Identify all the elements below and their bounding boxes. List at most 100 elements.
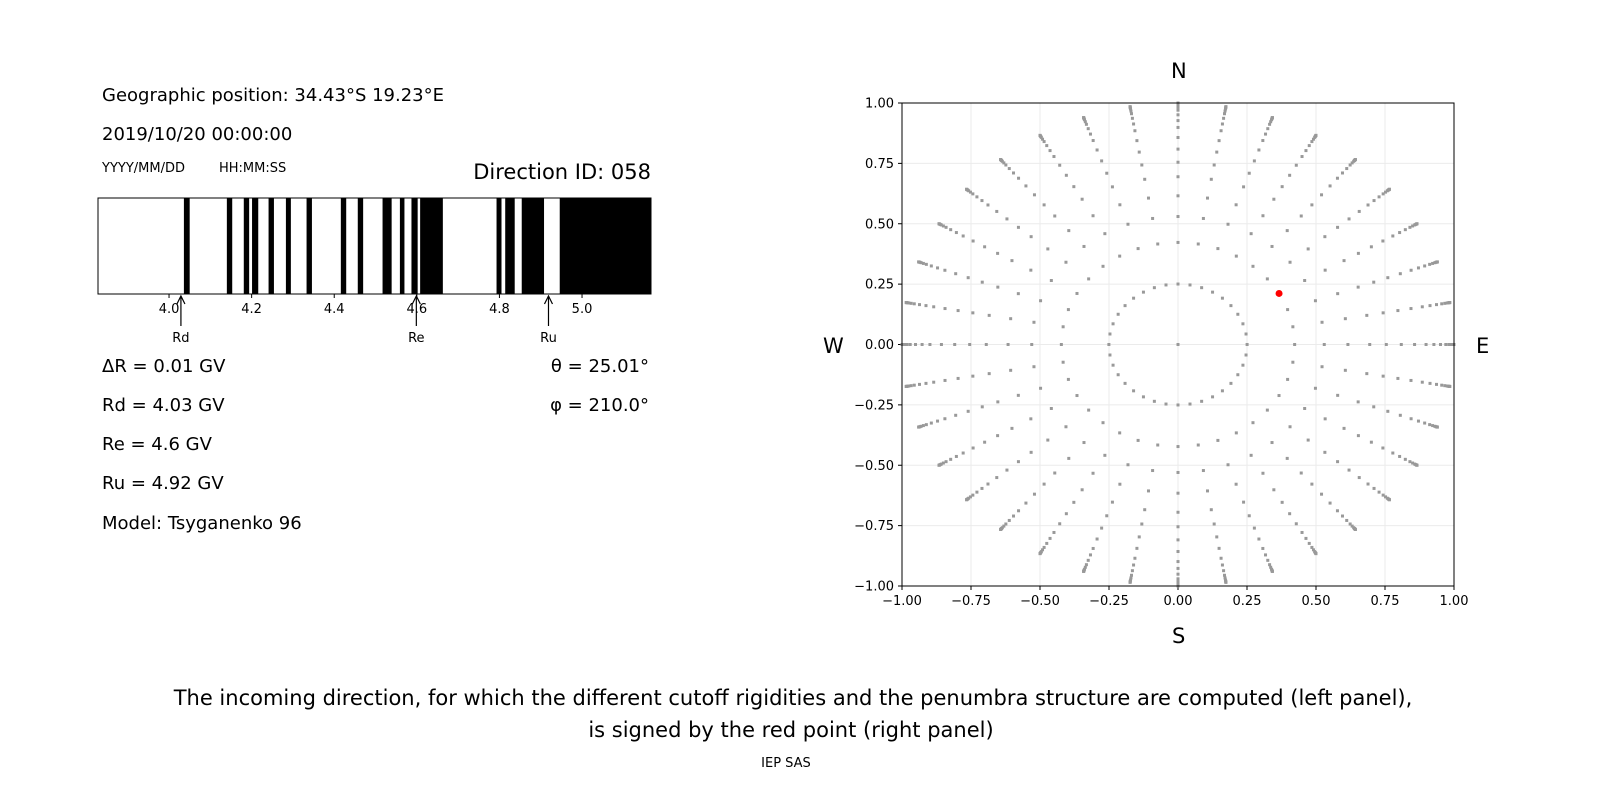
grid-point (1111, 363, 1115, 367)
grid-point (1118, 431, 1122, 435)
grid-point (996, 285, 1000, 289)
caption-line-1: The incoming direction, for which the di… (173, 686, 1413, 710)
grid-point (1129, 576, 1133, 580)
grid-point (1320, 193, 1324, 197)
grid-point (1381, 446, 1385, 450)
grid-point (954, 272, 958, 276)
grid-point (1088, 553, 1092, 557)
grid-point (1080, 488, 1084, 492)
grid-point (905, 343, 909, 346)
grid-point (1176, 580, 1180, 584)
grid-point (1264, 132, 1268, 136)
grid-point (1411, 224, 1415, 228)
grid-point (1046, 247, 1050, 251)
grid-point (1311, 548, 1315, 552)
grid-point (1143, 177, 1147, 181)
grid-point (1005, 217, 1009, 221)
grid-point (928, 343, 932, 346)
grid-point (1072, 500, 1076, 504)
grid-point (1415, 463, 1419, 467)
grid-point (1082, 441, 1086, 445)
grid-point (1236, 373, 1240, 377)
grid-point (1294, 163, 1298, 167)
grid-point (1268, 563, 1272, 567)
grid-point (1029, 417, 1033, 421)
grid-point (1118, 482, 1122, 486)
grid-point (1403, 228, 1407, 232)
grid-point (1386, 276, 1390, 280)
grid-point (1257, 148, 1261, 152)
grid-point (996, 251, 1000, 255)
grid-point (1067, 456, 1071, 460)
grid-point (1432, 343, 1436, 346)
grid-point (1091, 214, 1095, 218)
grid-point (1387, 187, 1391, 191)
grid-point (937, 463, 941, 467)
grid-point (1372, 199, 1376, 203)
grid-point (929, 264, 933, 268)
grid-point (921, 424, 925, 428)
grid-point (1072, 185, 1076, 189)
grid-point (1215, 150, 1219, 154)
grid-point (1234, 254, 1238, 258)
penumbra-band (226, 198, 233, 294)
grid-point (1053, 471, 1057, 475)
grid-point (1007, 167, 1011, 171)
grid-point (1313, 299, 1317, 303)
grid-point (1420, 380, 1424, 384)
grid-point (1269, 565, 1273, 569)
grid-point (1285, 229, 1289, 233)
grid-point (1110, 185, 1114, 189)
grid-point (1156, 443, 1160, 447)
grid-point (975, 490, 979, 494)
grid-point (1304, 149, 1308, 153)
grid-point (924, 423, 928, 427)
grid-point (968, 343, 972, 346)
grid-point (943, 417, 947, 421)
grid-point (1041, 137, 1045, 141)
grid-point (1064, 425, 1068, 429)
y-tick-label: −0.50 (854, 459, 894, 474)
grid-point (1188, 283, 1192, 287)
grid-point (924, 304, 928, 308)
grid-point (1270, 244, 1274, 248)
grid-point (1002, 524, 1006, 528)
grid-point (1116, 373, 1120, 377)
grid-point (1336, 225, 1340, 229)
grid-point (1265, 408, 1269, 412)
grid-point (980, 280, 984, 284)
grid-point (1176, 470, 1180, 474)
grid-point (999, 527, 1003, 531)
grid-point (1176, 538, 1180, 542)
grid-point (1272, 488, 1276, 492)
ru-value: Ru = 4.92 GV (102, 473, 224, 494)
grid-point (1176, 194, 1180, 198)
grid-point (917, 303, 921, 307)
grid-point (1323, 235, 1327, 239)
grid-point (1310, 545, 1314, 549)
grid-point (1128, 580, 1132, 584)
grid-point (1108, 332, 1112, 336)
grid-point (1336, 393, 1340, 397)
grid-point (1176, 343, 1180, 346)
grid-point (1126, 463, 1130, 467)
grid-point (936, 266, 940, 270)
grid-point (1032, 193, 1036, 197)
grid-point (1004, 163, 1008, 167)
grid-point (1387, 498, 1391, 502)
grid-point (1030, 343, 1034, 346)
grid-point (1291, 360, 1295, 364)
grid-point (1176, 525, 1180, 529)
grid-point (1176, 510, 1180, 514)
grid-point (1024, 184, 1028, 188)
penumbra-band (382, 198, 392, 294)
penumbra-band (559, 198, 651, 294)
selected-direction-point (1275, 289, 1283, 297)
delta-r: ΔR = 0.01 GV (102, 356, 226, 377)
grid-point (912, 302, 916, 306)
grid-point (1107, 343, 1111, 346)
grid-point (1087, 277, 1091, 281)
grid-point (1353, 527, 1357, 531)
grid-point (1369, 245, 1373, 249)
